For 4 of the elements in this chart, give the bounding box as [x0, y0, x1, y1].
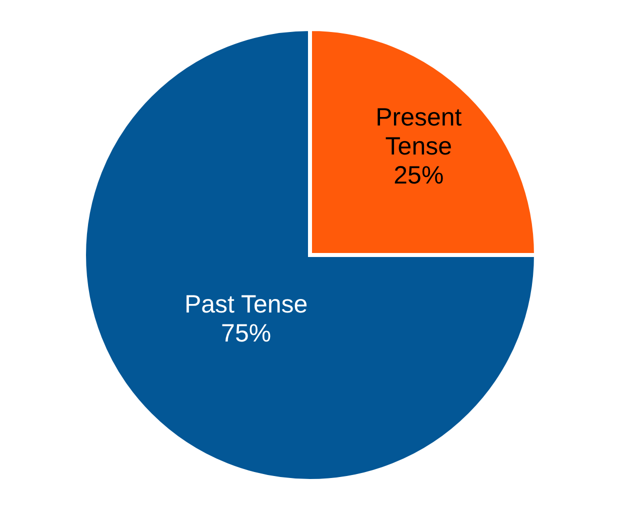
data-label: 75% [221, 319, 272, 348]
slice-label: Past Tense [184, 290, 308, 318]
slice-label: Present Tense [376, 103, 462, 160]
data-label: 25% [394, 161, 444, 190]
